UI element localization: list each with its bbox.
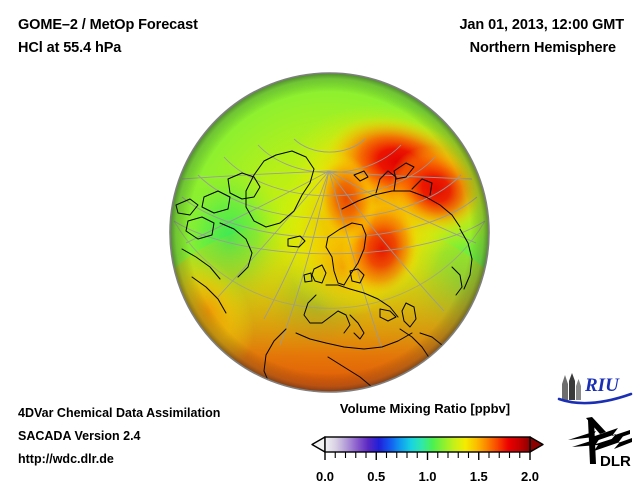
- colorbar-gradient: [324, 436, 531, 453]
- globe-map: [168, 71, 491, 394]
- footer-credits: 4DVar Chemical Data Assimilation SACADA …: [18, 402, 220, 471]
- colorbar-tick-label: 1.0: [418, 469, 437, 484]
- colorbar-tick-label: 0.5: [367, 469, 386, 484]
- riu-logo-svg: RIU: [557, 373, 633, 405]
- header-left: GOME–2 / MetOp Forecast HCl at 55.4 hPa: [18, 14, 318, 60]
- credit-version: SACADA Version 2.4: [18, 429, 141, 443]
- colorbar-tick-labels: 0.0 0.5 1.0 1.5 2.0: [300, 469, 550, 485]
- dlr-wordmark: DLR: [600, 453, 631, 470]
- header-right: Jan 01, 2013, 12:00 GMT Northern Hemisph…: [324, 14, 624, 60]
- dlr-logo: DLR: [566, 414, 634, 470]
- colorbar-title: Volume Mixing Ratio [ppbv]: [339, 401, 511, 416]
- riu-wordmark: RIU: [584, 375, 620, 396]
- timestamp-label: Jan 01, 2013, 12:00 GMT: [459, 17, 624, 33]
- riu-logo: RIU: [556, 372, 634, 406]
- dlr-mark-icon: [568, 417, 632, 464]
- riu-towers-icon: [562, 373, 581, 400]
- colorbar-ticks: [324, 452, 531, 460]
- colorbar-tick-label: 1.5: [469, 469, 488, 484]
- credit-method: 4DVar Chemical Data Assimilation: [18, 406, 221, 420]
- colorbar-cap-max: [529, 436, 544, 453]
- title-instrument: GOME–2 / MetOp Forecast: [18, 17, 198, 33]
- title-species-level: HCl at 55.4 hPa: [18, 40, 122, 56]
- colorbar: Volume Mixing Ratio [ppbv] 0.0 0.5 1.0 1.5 2…: [300, 401, 550, 485]
- colorbar-svg: [311, 436, 544, 460]
- orthographic-projection: [169, 72, 490, 393]
- riu-swoosh-icon: [557, 392, 633, 405]
- colorbar-cap-min: [311, 436, 326, 453]
- dlr-logo-svg: DLR: [568, 417, 632, 470]
- hemisphere-label: Northern Hemisphere: [469, 40, 616, 56]
- colorbar-tick-label: 2.0: [520, 469, 540, 484]
- globe-limb-shading: [169, 72, 490, 393]
- globe-outline: [169, 72, 490, 393]
- credit-url: http://wdc.dlr.de: [18, 452, 114, 466]
- colorbar-tick-label: 0.0: [315, 469, 335, 484]
- colorbar-graphic: [300, 422, 550, 468]
